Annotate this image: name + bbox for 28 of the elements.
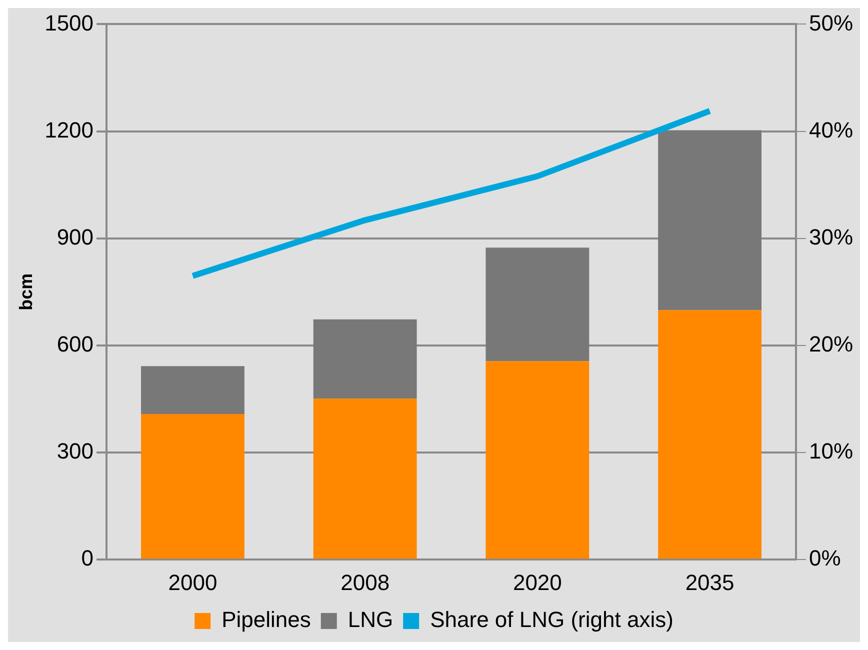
- x-tick-label: 2020: [512, 570, 562, 595]
- legend-label: LNG: [348, 607, 394, 632]
- x-tick-label: 2008: [340, 570, 390, 595]
- bar: [486, 361, 590, 559]
- y-tick-label: 0: [81, 546, 94, 571]
- legend-label: Share of LNG (right axis): [430, 607, 674, 632]
- y-tick-label: 600: [56, 332, 94, 357]
- bar: [658, 310, 762, 559]
- y2-tick-label: 0%: [808, 546, 841, 571]
- bar: [313, 319, 417, 399]
- x-tick-label: 2035: [685, 570, 734, 595]
- bar: [658, 130, 762, 310]
- legend-label: Pipelines: [222, 607, 311, 632]
- y-tick-label: 1500: [44, 10, 94, 36]
- y2-tick-label: 30%: [808, 224, 854, 250]
- y-tick-label: 900: [56, 224, 94, 250]
- y2-tick-label: 50%: [808, 10, 854, 36]
- y2-tick-label: 20%: [808, 332, 854, 357]
- bar: [486, 248, 590, 362]
- y-axis-title: bcm: [16, 273, 36, 310]
- y-tick-label: 300: [56, 438, 94, 464]
- bar: [313, 398, 417, 559]
- bar: [141, 414, 244, 559]
- x-tick-label: 2000: [168, 570, 218, 595]
- y-tick-label: 1200: [44, 117, 94, 142]
- bar: [141, 366, 244, 414]
- y2-tick-label: 10%: [808, 438, 854, 464]
- y2-tick-label: 40%: [808, 117, 854, 142]
